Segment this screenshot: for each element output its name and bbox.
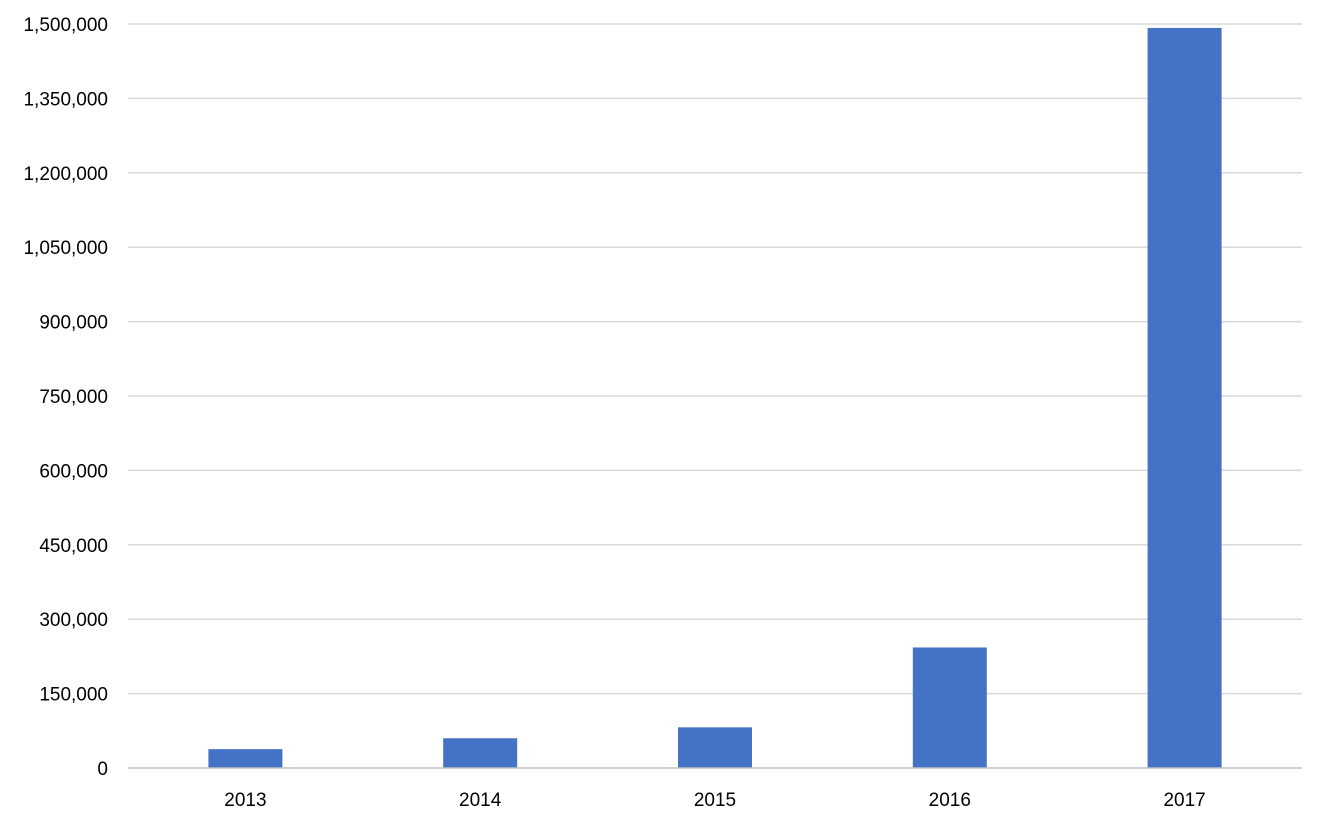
gridlines [128, 23, 1302, 695]
x-tick-label: 2014 [459, 790, 502, 811]
x-tick-label: 2016 [929, 790, 971, 811]
y-tick-label: 300,000 [39, 610, 108, 631]
bar-2015 [678, 727, 752, 768]
bars [208, 27, 1222, 768]
y-tick-label: 1,500,000 [23, 15, 108, 36]
y-tick-label: 900,000 [39, 313, 108, 334]
y-tick-label: 750,000 [39, 387, 108, 408]
y-tick-label: 450,000 [39, 536, 108, 557]
y-tick-label: 1,050,000 [23, 238, 108, 259]
y-tick-label: 0 [97, 759, 108, 780]
x-tick-label: 2017 [1163, 790, 1205, 811]
x-tick-label: 2015 [694, 790, 736, 811]
y-tick-label: 1,350,000 [23, 89, 108, 110]
y-tick-label: 1,200,000 [23, 164, 108, 185]
y-tick-label: 600,000 [39, 461, 108, 482]
bar-2016 [912, 647, 987, 768]
x-tick-label: 2013 [224, 790, 266, 811]
bar-2014 [443, 738, 518, 768]
y-tick-label: 150,000 [39, 685, 108, 706]
bar-2013 [208, 749, 283, 768]
x-tick-labels: 2013 2014 2015 2016 2017 [224, 790, 1205, 811]
bar-2017 [1147, 27, 1222, 768]
y-tick-labels: 0 150,000 300,000 450,000 600,000 750,000 900,… [23, 15, 108, 780]
